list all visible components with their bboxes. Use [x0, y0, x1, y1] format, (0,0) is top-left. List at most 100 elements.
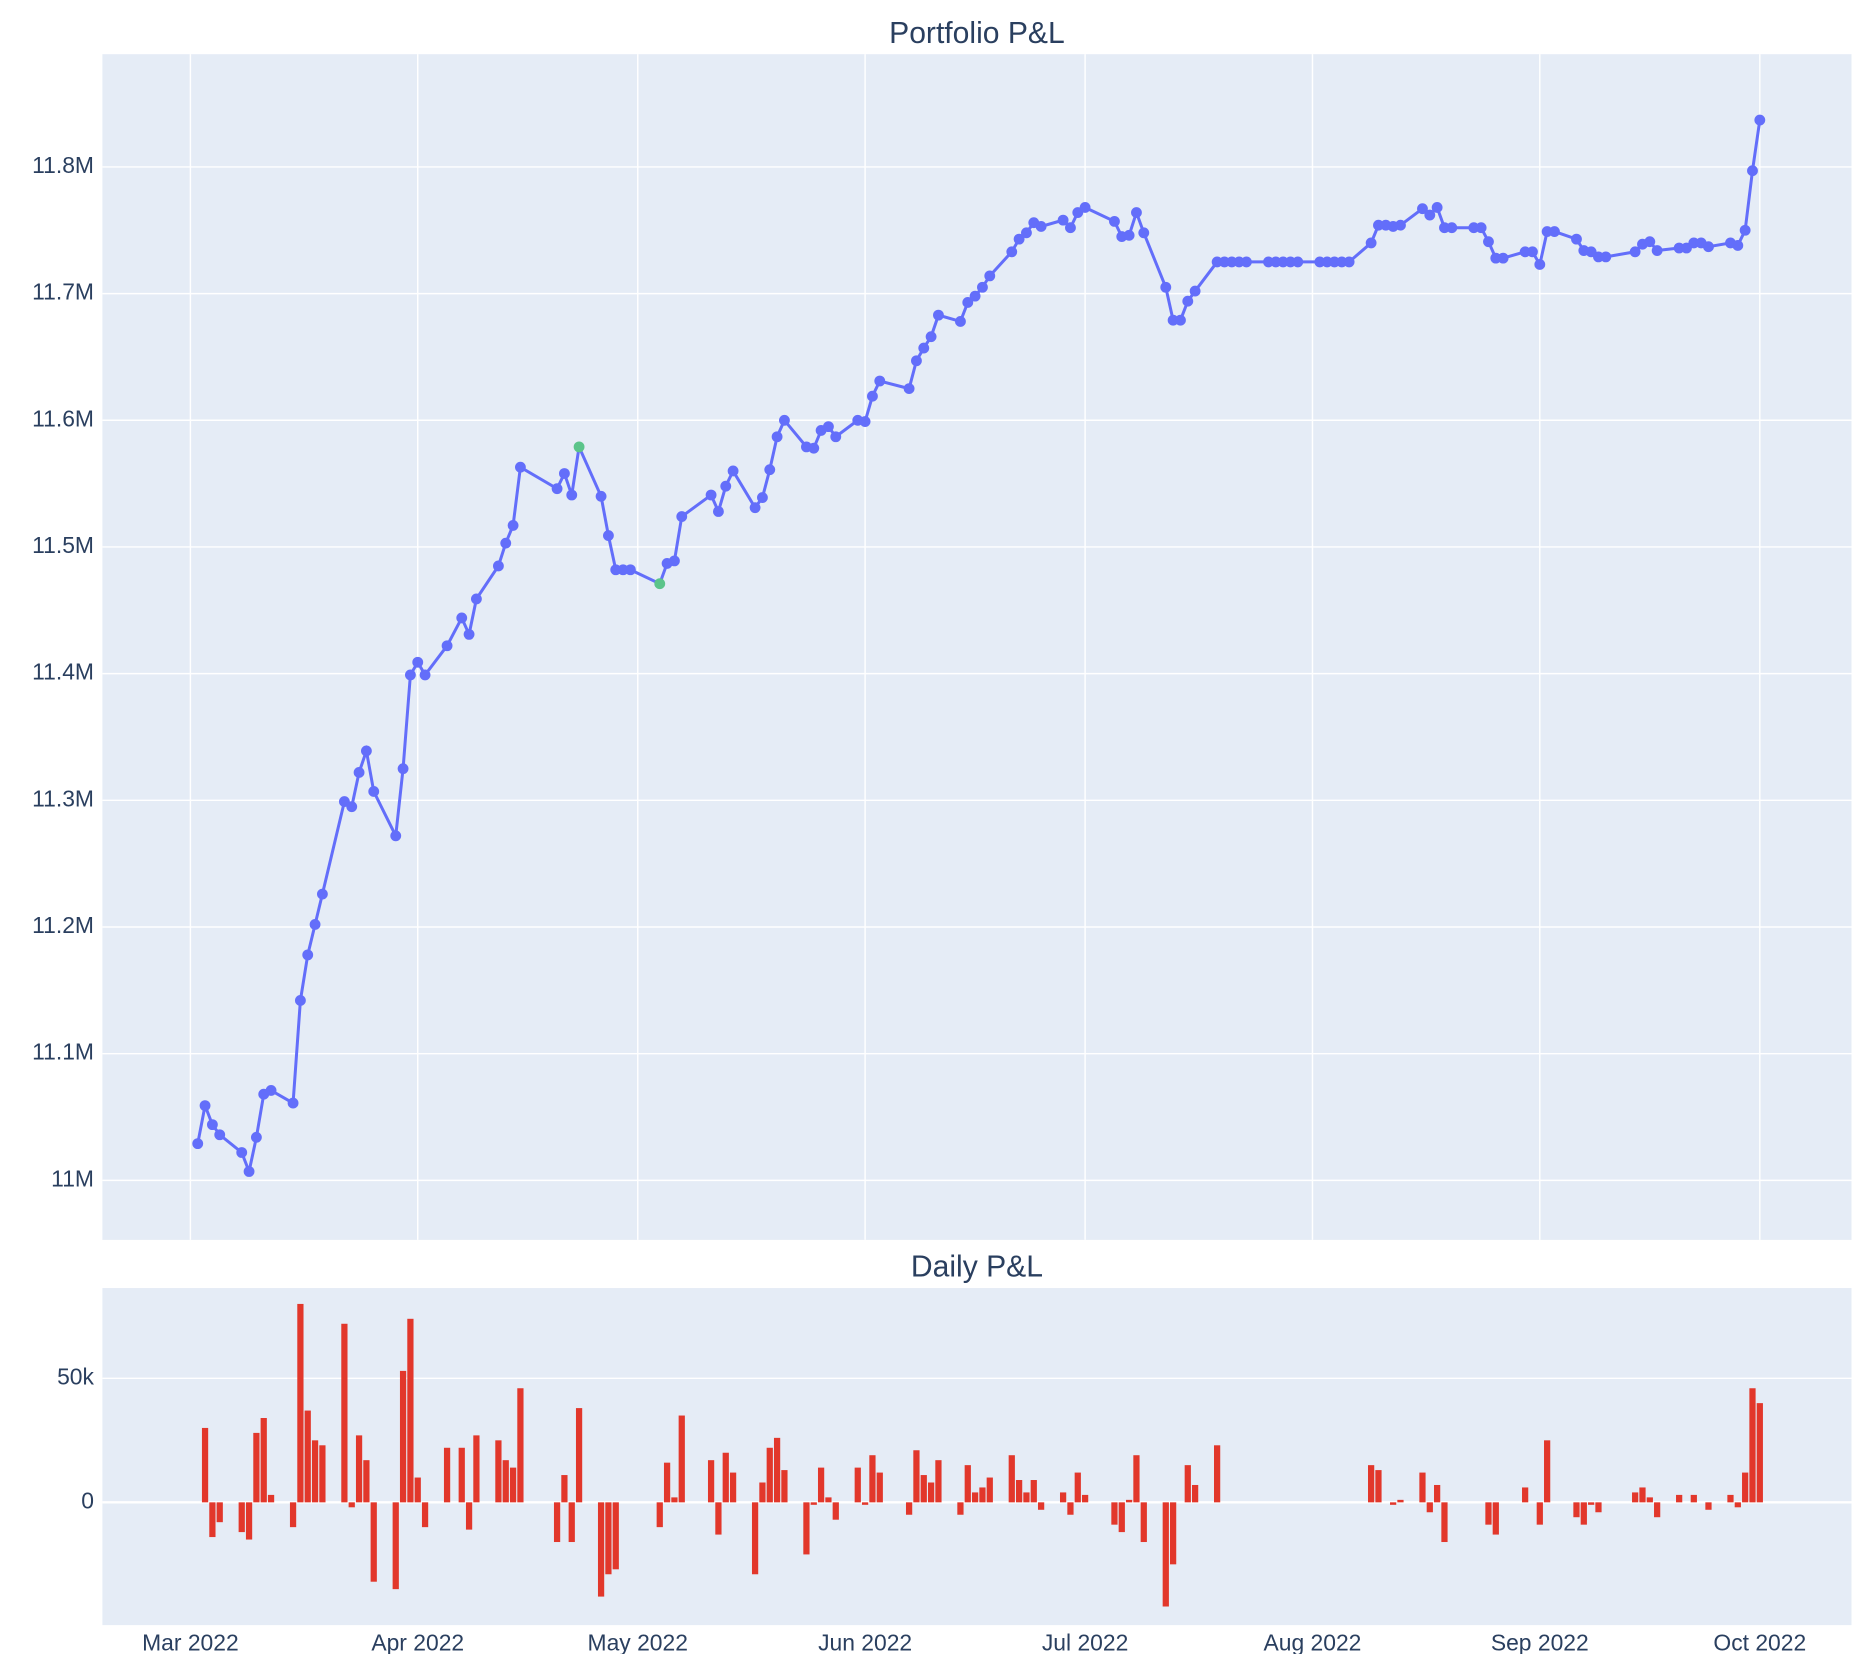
bar: [869, 1455, 876, 1503]
x-tick-label: Jul 2022: [1042, 1629, 1128, 1654]
bar: [1742, 1472, 1749, 1503]
chart-title: Daily P&L: [911, 1251, 1043, 1284]
marker: [713, 506, 724, 517]
bar: [678, 1415, 685, 1503]
bar: [1008, 1455, 1015, 1503]
marker: [360, 745, 372, 757]
x-tick-label: Apr 2022: [371, 1629, 464, 1654]
bar: [1676, 1494, 1683, 1503]
bar: [1015, 1480, 1023, 1503]
marker: [492, 560, 504, 572]
bar: [267, 1494, 275, 1503]
bar: [1588, 1502, 1595, 1505]
bar: [201, 1427, 209, 1503]
marker: [720, 480, 732, 492]
bar: [1059, 1492, 1067, 1503]
marker: [1365, 237, 1377, 249]
bar: [1580, 1502, 1587, 1525]
bar: [355, 1435, 363, 1503]
bar: [311, 1440, 319, 1503]
bar: [319, 1445, 326, 1503]
bar: [854, 1467, 861, 1503]
bar: [289, 1502, 297, 1528]
marker: [867, 390, 878, 402]
bar: [473, 1435, 480, 1503]
marker: [749, 502, 761, 514]
chart-title: Portfolio P&L: [889, 17, 1065, 50]
marker: [625, 564, 636, 576]
bar: [671, 1497, 678, 1503]
y-tick-label: 11.8M: [32, 152, 94, 178]
x-tick-label: Jun 2022: [818, 1629, 912, 1654]
marker: [764, 464, 776, 476]
bar: [803, 1502, 810, 1555]
marker: [250, 1131, 262, 1143]
marker: [1446, 222, 1458, 234]
marker: [1123, 229, 1135, 241]
bar: [216, 1502, 223, 1523]
bar: [927, 1482, 935, 1503]
bar: [209, 1502, 216, 1538]
y-tick-label: 11.7M: [32, 279, 94, 305]
bar: [1397, 1499, 1404, 1503]
marker: [551, 483, 563, 495]
bar: [964, 1465, 971, 1503]
bar: [707, 1460, 715, 1503]
y-tick-label: 11.5M: [32, 532, 94, 558]
marker: [977, 281, 988, 293]
marker: [933, 309, 944, 321]
bar: [1081, 1494, 1089, 1503]
y-tick-label: 50k: [57, 1363, 94, 1389]
bar: [568, 1502, 575, 1543]
bar: [1192, 1484, 1199, 1503]
bar: [825, 1497, 832, 1503]
marker: [727, 465, 739, 477]
y-tick-label: 11.1M: [32, 1039, 94, 1065]
bar: [1162, 1502, 1169, 1607]
bar: [392, 1502, 399, 1590]
bar: [729, 1472, 737, 1503]
bar: [443, 1447, 451, 1503]
bar: [773, 1437, 781, 1503]
marker: [309, 919, 321, 930]
bar: [1184, 1465, 1191, 1503]
marker: [955, 316, 966, 327]
marker: [1079, 202, 1091, 213]
marker: [903, 383, 915, 395]
marker: [1497, 252, 1509, 264]
marker: [1065, 222, 1076, 234]
marker: [1549, 226, 1560, 237]
marker: [1600, 251, 1612, 263]
bar: [1434, 1484, 1441, 1503]
marker: [1109, 215, 1120, 227]
bar: [561, 1475, 568, 1503]
marker: [1395, 219, 1406, 231]
marker: [823, 421, 834, 433]
marker: [192, 1138, 204, 1150]
marker: [1175, 314, 1186, 326]
bar: [876, 1472, 883, 1503]
bar: [348, 1502, 355, 1508]
marker: [287, 1097, 299, 1109]
bar: [810, 1502, 817, 1505]
marker: [316, 888, 328, 900]
y-tick-label: 11M: [51, 1165, 94, 1191]
bar: [502, 1460, 509, 1503]
bar: [861, 1502, 869, 1505]
marker: [441, 640, 453, 652]
marker: [1424, 209, 1436, 221]
marker: [470, 593, 482, 605]
marker: [874, 375, 886, 387]
marker: [1292, 256, 1304, 268]
plot-area: [102, 54, 1852, 1240]
marker: [1629, 246, 1641, 258]
marker: [830, 431, 842, 443]
marker: [925, 331, 937, 343]
marker: [397, 763, 409, 775]
bar: [913, 1450, 920, 1503]
bar: [509, 1467, 517, 1503]
marker: [302, 949, 314, 961]
marker: [705, 489, 717, 501]
bar: [1214, 1445, 1221, 1503]
bar: [407, 1318, 414, 1503]
